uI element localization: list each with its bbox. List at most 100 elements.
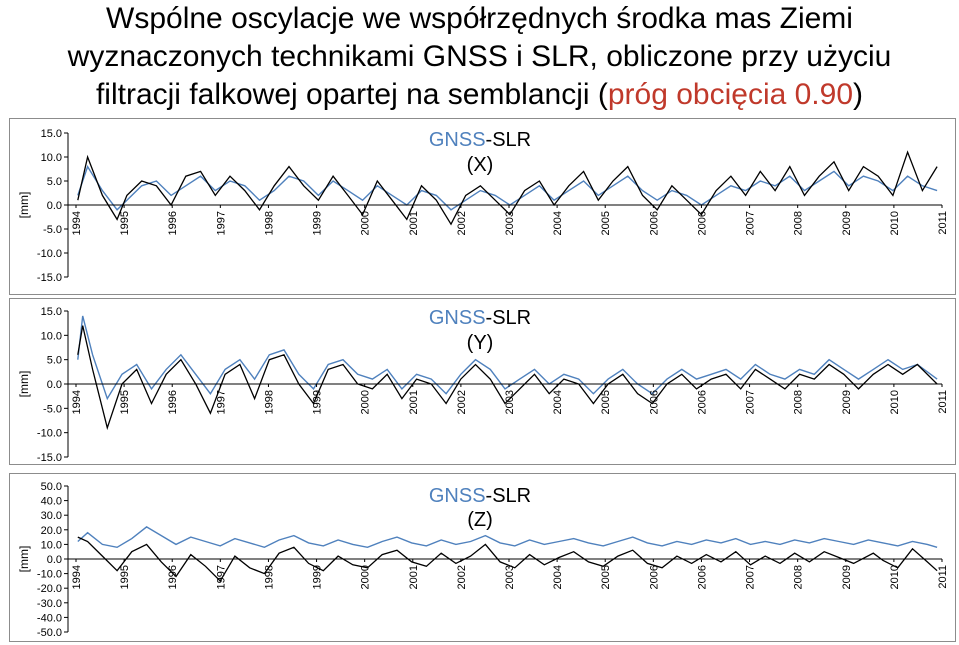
y-tick-label: -50.0 <box>37 627 62 639</box>
y-tick-label: 0.0 <box>47 554 62 566</box>
panel-x: [mm] 15.0 10.0 5.0 0.0 -5.0 -10.0 -15.0 1994 1995… <box>9 118 956 295</box>
x-tick-label: 1998 <box>263 565 275 589</box>
x-tick-label: 1994 <box>71 390 83 414</box>
x-tick-label: 2001 <box>408 390 420 414</box>
x-tick-label: 2001 <box>408 565 420 589</box>
x-tick-label: 2009 <box>841 390 853 414</box>
y-tick-label: -20.0 <box>37 583 62 595</box>
x-tick-label: 2004 <box>552 565 564 589</box>
y-tick-label: -5.0 <box>43 224 62 236</box>
panel-component-label: (Z) <box>467 509 493 531</box>
slr-series-line <box>77 150 938 226</box>
x-tick-label: 2004 <box>552 211 564 235</box>
panel-label-gnss: GNSS <box>429 129 486 151</box>
y-tick-label: 0.0 <box>47 379 62 391</box>
x-tick-label: 2007 <box>745 390 757 414</box>
x-tick-label: 1999 <box>312 211 324 235</box>
chart-x: [mm] 15.0 10.0 5.0 0.0 -5.0 -10.0 -15.0 1994 1995… <box>17 128 949 284</box>
panel-label-gnss: GNSS <box>429 485 486 507</box>
x-tick-label: 2009 <box>841 211 853 235</box>
y-tick-label: 30.0 <box>41 510 62 522</box>
y-tick-label: 40.0 <box>41 496 62 508</box>
x-tick-label: 2002 <box>456 565 468 589</box>
x-tick-label: 1994 <box>71 211 83 235</box>
y-tick-label: -10.0 <box>37 248 62 260</box>
chart-title: Wspólne oscylacje we współrzędnych środk… <box>0 0 959 114</box>
title-line-3: filtracji falkowej opartej na semblancji… <box>0 76 959 114</box>
y-axis-label: [mm] <box>17 546 31 573</box>
y-axis-label: [mm] <box>17 371 31 398</box>
x-tick-label: 2006 <box>648 211 660 235</box>
panel-label: GNSS-SLR <box>429 129 531 151</box>
panel-component-label: (X) <box>467 154 494 176</box>
y-tick-label: 10.0 <box>41 330 62 342</box>
gnss-series-line <box>77 315 938 401</box>
title-line-3-suffix: ) <box>853 78 864 111</box>
x-tick-label: 2009 <box>841 565 853 589</box>
y-tick-label: -5.0 <box>43 403 62 415</box>
x-tick-label: 2000 <box>360 390 372 414</box>
x-tick-label: 2006 <box>648 565 660 589</box>
x-tick-label: 2001 <box>408 211 420 235</box>
y-axis-label: [mm] <box>17 192 31 219</box>
y-tick-label: 5.0 <box>47 176 62 188</box>
x-tick-label: 2003 <box>504 211 516 235</box>
panel-component-label: (Y) <box>467 332 494 354</box>
slr-series-line <box>77 325 938 431</box>
y-tick-label: 10.0 <box>41 539 62 551</box>
y-tick-label: -15.0 <box>37 272 62 284</box>
panel-label-gnss: GNSS <box>429 307 486 329</box>
y-tick-label: -10.0 <box>37 428 62 440</box>
panel-label-slr: -SLR <box>486 307 532 329</box>
x-tick-label: 1995 <box>119 211 131 235</box>
x-tick-label: 2000 <box>360 211 372 235</box>
x-tick-label: 1998 <box>263 211 275 235</box>
x-tick-label: 2010 <box>889 211 901 235</box>
gnss-series-line <box>77 164 938 211</box>
panel-label: GNSS-SLR <box>429 307 531 329</box>
x-tick-label: 1997 <box>215 211 227 235</box>
title-line-1: Wspólne oscylacje we współrzędnych środk… <box>106 2 853 35</box>
x-tick-label: 1999 <box>312 390 324 414</box>
x-tick-label: 1996 <box>167 565 179 589</box>
x-tick-label: 2011 <box>937 211 949 235</box>
x-tick-label: 2010 <box>889 390 901 414</box>
y-tick-label: 50.0 <box>41 481 62 493</box>
gnss-series-line <box>77 526 938 549</box>
x-tick-label: 1997 <box>215 565 227 589</box>
x-tick-label: 2000 <box>360 565 372 589</box>
x-tick-label: 2006 <box>696 565 708 589</box>
y-tick-label: -30.0 <box>37 598 62 610</box>
panel-label-slr: -SLR <box>486 129 532 151</box>
x-tick-label: 2002 <box>456 211 468 235</box>
panel-label-slr: -SLR <box>486 485 532 507</box>
x-tick-label: 2011 <box>937 390 949 414</box>
x-tick-label: 2010 <box>889 565 901 589</box>
x-tick-label: 2008 <box>793 565 805 589</box>
panel-label: GNSS-SLR <box>429 485 531 507</box>
x-tick-label: 2007 <box>745 211 757 235</box>
x-tick-label: 2005 <box>600 565 612 589</box>
x-tick-label: 2003 <box>504 390 516 414</box>
x-tick-label: 1995 <box>119 565 131 589</box>
title-line-3-prefix: filtracji falkowej opartej na semblancji… <box>95 78 608 111</box>
x-tick-label: 2006 <box>696 390 708 414</box>
x-tick-label: 1997 <box>215 390 227 414</box>
panel-y: [mm] 15.0 10.0 5.0 0.0 -5.0 -10.0 -15.0 1994 1995… <box>9 298 956 465</box>
x-tick-label: 2005 <box>600 211 612 235</box>
x-tick-label: 2006 <box>696 211 708 235</box>
x-tick-label: 2006 <box>648 390 660 414</box>
x-tick-label: 1995 <box>119 390 131 414</box>
y-tick-label: -10.0 <box>37 569 62 581</box>
y-tick-label: -15.0 <box>37 452 62 464</box>
x-tick-label: 1996 <box>167 211 179 235</box>
x-tick-label: 1994 <box>71 565 83 589</box>
y-tick-label: -40.0 <box>37 612 62 624</box>
y-tick-label: 5.0 <box>47 355 62 367</box>
x-tick-label: 2007 <box>745 565 757 589</box>
y-tick-label: 0.0 <box>47 200 62 212</box>
title-threshold: próg obcięcia 0.90 <box>607 78 854 111</box>
title-line-2: wyznaczonych technikami GNSS i SLR, obli… <box>67 40 892 73</box>
x-tick-label: 2008 <box>793 211 805 235</box>
x-tick-label: 2008 <box>793 390 805 414</box>
